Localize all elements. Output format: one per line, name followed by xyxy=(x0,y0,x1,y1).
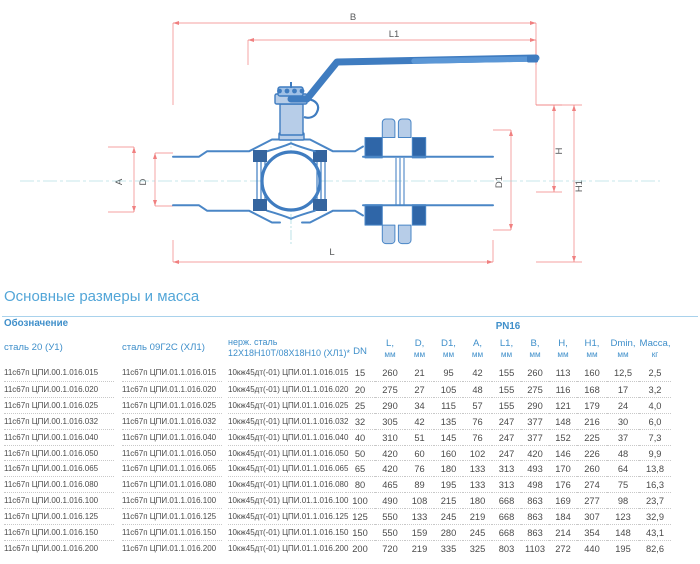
svg-text:D1: D1 xyxy=(494,176,505,188)
svg-text:A: A xyxy=(114,178,125,185)
svg-text:H: H xyxy=(554,147,565,154)
svg-text:L1: L1 xyxy=(389,29,400,40)
svg-text:D: D xyxy=(138,178,149,185)
svg-text:H1: H1 xyxy=(574,180,585,192)
svg-text:L: L xyxy=(329,247,334,258)
svg-text:B: B xyxy=(350,12,356,23)
